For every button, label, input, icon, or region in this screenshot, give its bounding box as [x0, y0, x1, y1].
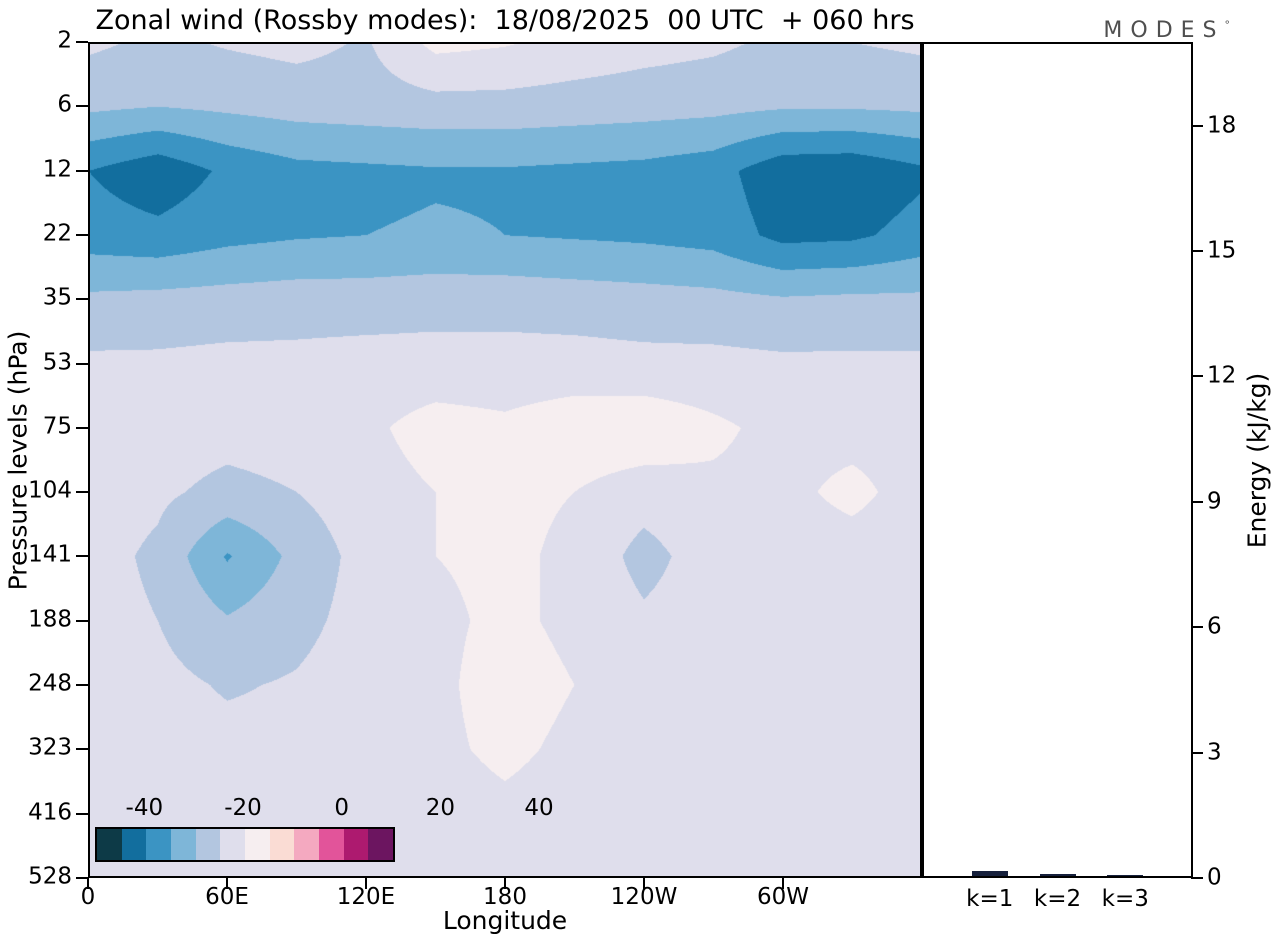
longitude-tick-label: 120W — [610, 884, 678, 910]
longitude-tick-label: 60E — [205, 884, 249, 910]
energy-bar — [1107, 874, 1144, 876]
pressure-tick-label: 75 — [42, 413, 72, 440]
colorbar — [95, 827, 395, 862]
colorbar-cell — [269, 829, 295, 860]
colorbar-cell — [171, 829, 196, 860]
modes-logo-mark: ° — [1224, 18, 1231, 32]
chart-title: Zonal wind (Rossby modes): 18/08/2025 00… — [95, 5, 915, 36]
colorbar-cell — [294, 829, 320, 860]
pressure-tick-label: 53 — [42, 348, 72, 375]
pressure-tick-mark — [76, 555, 88, 558]
pressure-tick-mark — [76, 684, 88, 687]
colorbar-tick-label: 20 — [425, 795, 455, 821]
colorbar-cell — [146, 829, 172, 860]
colorbar-tick-label: -40 — [125, 795, 164, 821]
pressure-tick-mark — [76, 233, 88, 236]
pressure-tick-label: 12 — [42, 155, 72, 182]
longitude-axis-label: Longitude — [442, 906, 568, 935]
energy-tick-label: 15 — [1207, 237, 1237, 264]
colorbar-cell — [245, 829, 270, 860]
pressure-tick-mark — [76, 298, 88, 301]
pressure-tick-mark — [76, 105, 88, 108]
pressure-tick-mark — [76, 812, 88, 815]
pressure-tick-label: 528 — [28, 863, 72, 890]
energy-tick-label: 18 — [1207, 112, 1237, 139]
pressure-tick-mark — [76, 619, 88, 622]
colorbar-cell — [97, 829, 122, 860]
colorbar-cell — [220, 829, 246, 860]
pressure-tick-label: 6 — [57, 91, 72, 118]
k-category-label: k=1 — [966, 886, 1014, 912]
pressure-tick-label: 35 — [42, 284, 72, 311]
colorbar-cell — [319, 829, 344, 860]
colorbar-cell — [195, 829, 221, 860]
pressure-tick-label: 188 — [28, 606, 72, 633]
pressure-tick-label: 22 — [42, 220, 72, 247]
contour-plot — [88, 42, 922, 878]
energy-tick-mark — [1191, 877, 1203, 879]
pressure-tick-mark — [76, 362, 88, 365]
energy-tick-mark — [1191, 250, 1203, 252]
longitude-tick-mark — [226, 878, 228, 889]
pressure-tick-mark — [76, 41, 88, 43]
energy-panel — [922, 42, 1193, 878]
energy-axis-label-wrap: Energy (kJ/kg) — [1234, 42, 1280, 878]
pressure-tick-label: 416 — [28, 799, 72, 826]
k-category-label: k=3 — [1101, 886, 1149, 912]
colorbar-tick-label: 0 — [334, 795, 349, 821]
energy-bar — [1039, 874, 1076, 876]
longitude-tick-label: 120E — [336, 884, 396, 910]
modes-logo: MODES° — [1103, 18, 1230, 43]
longitude-tick-mark — [643, 878, 645, 889]
pressure-tick-mark — [76, 748, 88, 751]
longitude-tick-mark — [504, 878, 506, 889]
energy-tick-label: 0 — [1207, 864, 1222, 891]
colorbar-cell — [121, 829, 147, 860]
energy-tick-mark — [1191, 500, 1203, 503]
modes-logo-text: MODES — [1103, 18, 1225, 43]
longitude-tick-mark — [782, 878, 784, 889]
energy-bar — [971, 870, 1008, 876]
longitude-tick-label: 0 — [80, 884, 96, 910]
longitude-tick-mark — [87, 878, 89, 889]
energy-tick-label: 12 — [1207, 362, 1237, 389]
colorbar-tick-label: 40 — [524, 795, 554, 821]
colorbar-cell — [343, 829, 369, 860]
pressure-tick-mark — [76, 426, 88, 429]
energy-tick-mark — [1191, 751, 1203, 754]
energy-tick-mark — [1191, 375, 1203, 378]
pressure-tick-label: 2 — [57, 27, 72, 54]
longitude-tick-mark — [365, 878, 367, 889]
energy-tick-label: 6 — [1207, 613, 1222, 640]
pressure-tick-label: 248 — [28, 670, 72, 697]
pressure-tick-mark — [76, 491, 88, 494]
k-category-label: k=2 — [1033, 886, 1082, 912]
longitude-tick-label: 60W — [756, 884, 810, 910]
energy-tick-label: 9 — [1207, 488, 1222, 515]
energy-tick-mark — [1191, 626, 1203, 629]
pressure-tick-label: 104 — [28, 477, 72, 504]
pressure-tick-mark — [76, 169, 88, 172]
energy-axis-label: Energy (kJ/kg) — [1242, 372, 1272, 548]
pressure-tick-label: 141 — [28, 541, 72, 568]
pressure-tick-mark — [76, 877, 88, 879]
longitude-tick-label: 180 — [483, 884, 527, 910]
pressure-tick-label: 323 — [28, 734, 72, 761]
energy-tick-mark — [1191, 124, 1203, 127]
energy-tick-label: 3 — [1207, 739, 1222, 766]
colorbar-tick-label: -20 — [224, 795, 262, 821]
colorbar-cell — [368, 829, 394, 860]
